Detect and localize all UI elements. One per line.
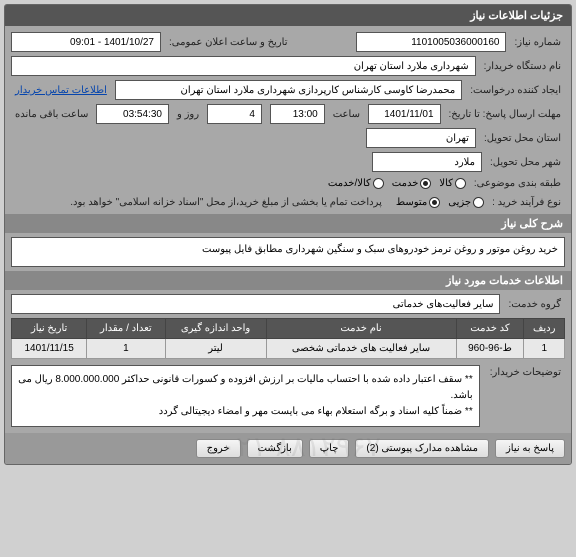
table-row: 1 ط-96-960 سایر فعالیت های خدماتی شخصی ل… (12, 339, 565, 359)
remaining-days-field: 4 (207, 104, 262, 124)
th-date: تاریخ نیاز (12, 319, 87, 339)
td-date: 1401/11/15 (12, 339, 87, 359)
service-group-field: سایر فعالیت‌های خدماتی (11, 294, 500, 314)
deadline-date-field: 1401/11/01 (368, 104, 441, 124)
back-button[interactable]: بازگشت (247, 439, 303, 458)
day-and-label: روز و (173, 107, 203, 122)
exit-button[interactable]: خروج (196, 439, 241, 458)
radio-minor[interactable]: جزیی (448, 197, 484, 208)
th-code: کد خدمت (456, 319, 524, 339)
service-group-label: گروه خدمت: (504, 297, 565, 312)
process-type-label: نوع فرآیند خرید : (488, 195, 565, 210)
attachments-button[interactable]: مشاهده مدارک پیوستی (2) (355, 439, 489, 458)
print-button[interactable]: چاپ (309, 439, 350, 458)
category-radio-group: کالا خدمت کالا/خدمت (322, 178, 466, 189)
deadline-label: مهلت ارسال پاسخ: تا تاریخ: (445, 107, 565, 122)
requester-field: محمدرضا کاوسی کارشناس کارپردازی شهرداری … (115, 80, 462, 100)
time-label-1: ساعت (329, 107, 364, 122)
radio-service[interactable]: خدمت (392, 178, 432, 189)
th-unit: واحد اندازه گیری (165, 319, 266, 339)
td-unit: لیتر (165, 339, 266, 359)
need-no-label: شماره نیاز: (510, 35, 565, 50)
td-code: ط-96-960 (456, 339, 524, 359)
buyer-org-label: نام دستگاه خریدار: (480, 59, 565, 74)
announce-label: تاریخ و ساعت اعلان عمومی: (165, 35, 292, 50)
th-row: ردیف (524, 319, 565, 339)
announce-field: 1401/10/27 - 09:01 (11, 32, 161, 52)
td-row: 1 (524, 339, 565, 359)
deadline-time-field: 13:00 (270, 104, 325, 124)
services-info-header: اطلاعات خدمات مورد نیاز (5, 271, 571, 290)
radio-goods[interactable]: کالا (439, 178, 466, 189)
description-box: خرید روغن موتور و روغن ترمز خودروهای سبک… (11, 237, 565, 267)
buyer-org-field: شهرداری ملارد استان تهران (11, 56, 476, 76)
services-table: ردیف کد خدمت نام خدمت واحد اندازه گیری ت… (11, 318, 565, 359)
city-field: ملارد (372, 152, 482, 172)
province-label: استان محل تحویل: (480, 131, 565, 146)
radio-goods-service[interactable]: کالا/خدمت (328, 178, 384, 189)
reply-button[interactable]: پاسخ به نیاز (495, 439, 565, 458)
th-qty: تعداد / مقدار (87, 319, 165, 339)
process-radio-group: جزیی متوسط (390, 197, 484, 208)
td-qty: 1 (87, 339, 165, 359)
buyer-notes-label: توضیحات خریدار: (486, 365, 565, 380)
footer-buttons: پاسخ به نیاز مشاهده مدارک پیوستی (2) چاپ… (5, 433, 571, 464)
payment-note: پرداخت تمام یا بخشی از مبلغ خرید،از محل … (66, 195, 386, 210)
category-label: طبقه بندی موضوعی: (470, 176, 565, 191)
general-desc-header: شرح کلی نیاز (5, 214, 571, 233)
buyer-notes-box: ** سقف اعتبار داده شده با احتساب مالیات … (11, 365, 480, 427)
remaining-label: ساعت باقی مانده (11, 107, 92, 122)
panel-header: جزئیات اطلاعات نیاز (5, 5, 571, 26)
contact-info-link[interactable]: اطلاعات تماس خریدار (11, 83, 111, 98)
td-name: سایر فعالیت های خدماتی شخصی (266, 339, 456, 359)
need-no-field: 1101005036000160 (356, 32, 506, 52)
province-field: تهران (366, 128, 476, 148)
city-label: شهر محل تحویل: (486, 155, 565, 170)
th-name: نام خدمت (266, 319, 456, 339)
remaining-time-field: 03:54:30 (96, 104, 169, 124)
radio-medium[interactable]: متوسط (396, 197, 440, 208)
requester-label: ایجاد کننده درخواست: (466, 83, 565, 98)
